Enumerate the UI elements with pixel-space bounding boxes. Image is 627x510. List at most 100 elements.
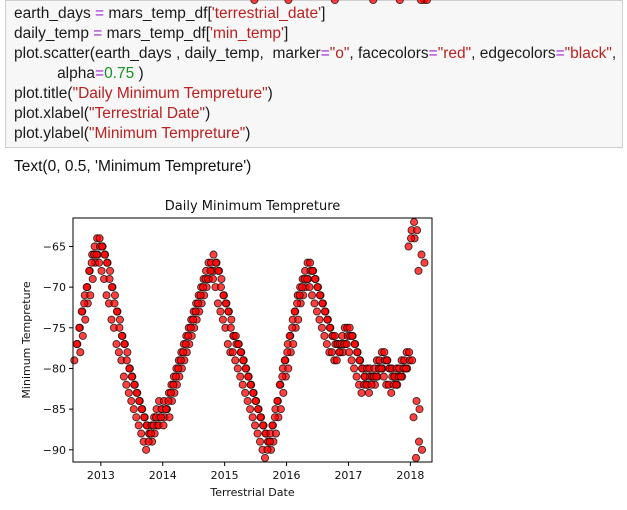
scatter-point — [271, 429, 280, 438]
scatter-point — [76, 348, 85, 357]
scatter-point — [254, 405, 263, 414]
scatter-point — [387, 388, 396, 397]
scatter-point — [369, 0, 378, 5]
scatter-point — [236, 348, 245, 357]
scatter-point — [166, 388, 175, 397]
scatter-point — [102, 258, 112, 267]
scatter-point — [217, 274, 226, 284]
scatter-point — [115, 323, 124, 332]
scatter-point — [315, 291, 325, 300]
scatter-point — [95, 258, 104, 267]
code-token: = — [428, 45, 438, 62]
scatter-point — [248, 413, 257, 422]
cell-output-text: Text(0, 0.5, 'Minimum Tempreture') — [14, 158, 252, 175]
scatter-point — [189, 315, 198, 324]
scatter-point — [95, 234, 104, 243]
scatter-point — [310, 299, 319, 308]
scatter-point — [379, 372, 388, 381]
scatter-point — [92, 250, 101, 259]
scatter-point — [275, 380, 284, 389]
scatter-point — [130, 380, 139, 389]
scatter-point — [422, 0, 432, 5]
scatter-point — [294, 315, 303, 324]
scatter-point — [415, 405, 424, 414]
scatter-point — [124, 388, 133, 397]
scatter-point — [169, 380, 178, 389]
code-token: "red" — [437, 45, 472, 62]
x-tick-label: 2016 — [273, 469, 301, 482]
scatter-point — [268, 421, 277, 430]
scatter-point — [165, 413, 174, 422]
y-tick-label: −90 — [43, 444, 66, 457]
code-token: = — [93, 25, 103, 42]
code-line: daily_temp = mars_temp_df['min_temp'] — [14, 25, 288, 43]
code-token: earth_days — [14, 5, 95, 22]
scatter-point — [142, 445, 151, 454]
code-line: plot.ylabel("Minimum Tempreture") — [14, 125, 250, 143]
scatter-point — [397, 372, 406, 381]
scatter-point — [306, 258, 315, 267]
scatter-point — [293, 299, 302, 308]
scatter-point — [224, 307, 233, 316]
scatter-point — [97, 266, 106, 275]
scatter-point — [186, 323, 195, 332]
scatter-point — [251, 396, 260, 406]
code-token: = — [95, 65, 105, 82]
scatter-point — [367, 380, 376, 389]
scatter-point — [132, 413, 141, 422]
x-tick-label: 2014 — [149, 469, 177, 482]
scatter-point — [115, 315, 124, 324]
code-cell[interactable]: earth_days = mars_temp_df['terrestrial_d… — [5, 0, 623, 148]
scatter-point — [218, 315, 227, 324]
code-token: = — [320, 45, 330, 62]
scatter-point — [249, 388, 258, 397]
scatter-point — [241, 364, 250, 373]
scatter-point — [105, 266, 115, 275]
y-tick-label: −85 — [43, 403, 66, 416]
scatter-point — [159, 421, 168, 430]
scatter-point — [355, 356, 364, 365]
code-token: = — [555, 45, 565, 62]
scatter-point — [405, 348, 414, 357]
code-token: 'terrestrial_date' — [211, 5, 322, 22]
scatter-point — [377, 364, 386, 373]
code-token: mars_temp_df[ — [104, 5, 212, 22]
scatter-point — [219, 291, 228, 300]
code-token: mars_temp_df[ — [102, 25, 211, 42]
scatter-point — [216, 307, 225, 316]
code-line: plot.scatter(earth_days , daily_temp, ma… — [14, 45, 616, 63]
code-line: earth_days = mars_temp_df['terrestrial_d… — [14, 5, 325, 23]
code-token: ) — [205, 105, 211, 122]
scatter-point — [412, 226, 422, 235]
scatter-point — [417, 445, 427, 454]
scatter-point — [107, 283, 117, 292]
scatter-point — [114, 348, 123, 357]
scatter-point — [278, 372, 287, 381]
scatter-point — [392, 380, 401, 389]
code-line: plot.title("Daily Minimum Tempreture") — [14, 85, 273, 103]
code-token: plot.scatter(earth_days , daily_temp, ma… — [14, 45, 321, 62]
scatter-point — [125, 364, 134, 373]
scatter-point — [239, 356, 248, 365]
scatter-point — [330, 0, 339, 5]
scatter-point — [129, 405, 138, 414]
scatter-point — [70, 356, 79, 365]
scatter-point — [357, 388, 366, 397]
plot-frame — [72, 217, 433, 463]
scatter-point — [411, 453, 421, 462]
scatter-point — [72, 340, 81, 349]
scatter-point — [176, 356, 185, 365]
code-token: 'min_temp' — [210, 25, 284, 42]
scatter-point — [382, 356, 391, 365]
scatter-point — [211, 258, 221, 267]
scatter-point — [184, 331, 193, 340]
code-token: "Terrestrial Date" — [88, 105, 206, 122]
scatter-point — [395, 0, 404, 5]
scatter-point — [233, 364, 242, 373]
scatter-point — [325, 323, 334, 332]
scatter-point — [213, 299, 222, 308]
x-tick-label: 2017 — [334, 469, 362, 482]
scatter-point — [285, 331, 294, 340]
scatter-point — [75, 323, 84, 332]
scatter-point — [305, 283, 314, 292]
